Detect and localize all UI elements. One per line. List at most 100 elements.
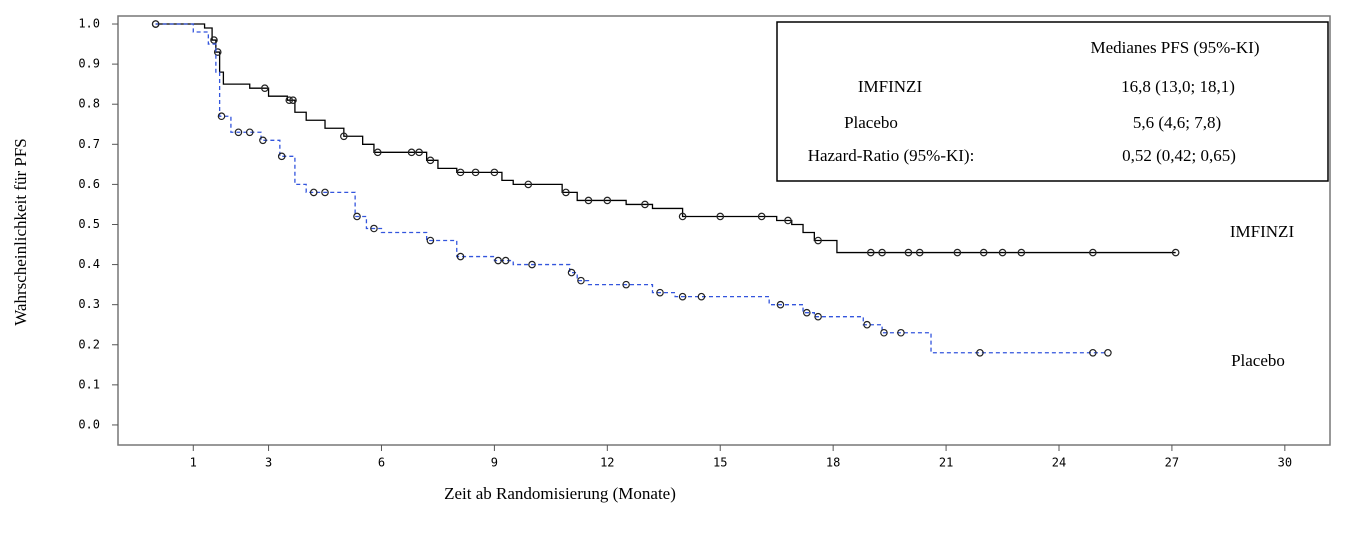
y-tick-label: 0.6 <box>78 177 100 191</box>
censor-mark <box>784 216 792 225</box>
censor-mark <box>528 260 536 269</box>
censor-mark <box>259 136 267 145</box>
censor-mark <box>277 152 286 161</box>
censor-mark <box>407 148 416 157</box>
y-tick-label: 0.8 <box>78 97 100 111</box>
censor-mark <box>776 300 785 309</box>
censor-mark <box>622 280 630 289</box>
x-tick-label: 6 <box>378 456 385 470</box>
censor-mark <box>814 236 822 245</box>
y-axis-label: Wahrscheinlichkeit für PFS <box>11 138 30 326</box>
censor-mark <box>456 252 465 261</box>
km-curve <box>155 23 1108 354</box>
censor-mark <box>878 248 886 257</box>
x-tick-label: 15 <box>713 456 727 470</box>
table-label: Hazard-Ratio (95%-KI): <box>808 146 975 165</box>
censor-mark <box>716 212 725 221</box>
censor-mark <box>1104 348 1112 357</box>
censor-mark <box>234 128 243 137</box>
censor-mark <box>415 148 423 157</box>
y-tick-label: 0.0 <box>78 417 100 431</box>
censor-mark <box>863 320 871 329</box>
censor-mark <box>456 168 465 177</box>
y-tick-label: 0.4 <box>78 257 100 271</box>
censor-mark <box>245 128 254 137</box>
y-tick-label: 1.0 <box>78 17 100 31</box>
censor-mark <box>370 224 378 233</box>
table-label: Placebo <box>844 113 898 132</box>
censor-mark <box>494 256 502 265</box>
censor-mark <box>803 308 811 317</box>
censor-mark <box>697 292 706 301</box>
summary-box <box>776 21 1329 182</box>
y-tick-label: 0.3 <box>78 297 100 311</box>
censor-mark <box>213 48 222 56</box>
x-tick-label: 27 <box>1165 456 1179 470</box>
censor-mark <box>567 268 576 277</box>
censor-mark <box>353 212 361 221</box>
y-tick-label: 0.9 <box>78 57 100 71</box>
censor-mark <box>953 248 962 257</box>
x-tick-label: 9 <box>491 456 498 470</box>
censor-mark <box>584 196 593 205</box>
censor-mark <box>866 248 875 257</box>
y-tick-label: 0.2 <box>78 337 100 351</box>
series-label: IMFINZI <box>1230 222 1295 241</box>
censor-mark <box>285 96 294 104</box>
censor-mark <box>426 236 435 245</box>
censor-mark <box>1171 248 1180 257</box>
km-curve <box>155 23 1176 254</box>
censor-mark <box>340 132 348 141</box>
censor-mark <box>904 248 913 257</box>
table-value: 16,8 (13,0; 18,1) <box>1121 77 1235 96</box>
censor-mark <box>897 328 905 337</box>
censor-mark <box>1089 248 1097 257</box>
table-header: Medianes PFS (95%-KI) <box>1090 38 1259 57</box>
censor-mark <box>1017 248 1026 257</box>
censor-mark <box>678 292 687 301</box>
x-tick-label: 1 <box>190 456 197 470</box>
censor-mark <box>915 248 924 257</box>
censor-mark <box>678 212 687 221</box>
plot-frame <box>117 15 1331 446</box>
x-axis-label: Zeit ab Randomisierung (Monate) <box>444 484 676 503</box>
x-tick-label: 30 <box>1278 456 1292 470</box>
censor-mark <box>757 212 766 221</box>
censor-mark <box>471 168 480 177</box>
table-value: 5,6 (4,6; 7,8) <box>1133 113 1221 132</box>
x-tick-label: 12 <box>600 456 614 470</box>
y-tick-label: 0.5 <box>78 217 100 231</box>
censor-mark <box>1089 348 1097 357</box>
x-tick-label: 21 <box>939 456 953 470</box>
censor-mark <box>217 112 226 121</box>
censor-mark <box>210 36 218 44</box>
censor-mark <box>501 256 510 265</box>
censor-mark <box>976 348 984 357</box>
table-value: 0,52 (0,42; 0,65) <box>1122 146 1236 165</box>
censor-mark <box>309 188 318 197</box>
y-tick-label: 0.1 <box>78 377 100 391</box>
censor-mark <box>321 188 329 197</box>
censor-mark <box>603 196 612 205</box>
censor-mark <box>289 96 297 104</box>
censor-mark <box>524 180 533 189</box>
censor-mark <box>373 148 382 157</box>
x-tick-label: 24 <box>1052 456 1066 470</box>
censor-mark <box>814 312 822 321</box>
censor-mark <box>979 248 988 257</box>
censor-mark <box>577 276 585 285</box>
censor-mark <box>151 20 160 28</box>
censor-mark <box>880 328 888 337</box>
x-tick-label: 3 <box>265 456 272 470</box>
censor-mark <box>998 248 1007 257</box>
censor-mark <box>656 288 664 297</box>
series-label: Placebo <box>1231 351 1285 370</box>
y-tick-label: 0.7 <box>78 137 100 151</box>
censor-mark <box>260 84 269 92</box>
censor-mark <box>562 188 570 197</box>
censor-mark <box>426 156 435 165</box>
censor-mark <box>641 200 649 209</box>
censor-mark <box>490 168 499 177</box>
x-tick-label: 18 <box>826 456 840 470</box>
